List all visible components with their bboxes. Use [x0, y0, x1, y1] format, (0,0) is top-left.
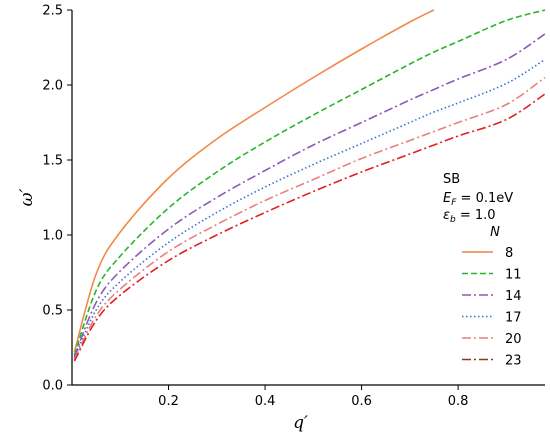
x-tick-label: 0.4 [255, 394, 276, 409]
series-line-N20 [73, 76, 546, 360]
x-tick-label: 0.8 [448, 394, 469, 409]
series-line-N17 [73, 58, 546, 359]
annotation-model: SB [443, 172, 460, 187]
y-tick-label: 0.0 [42, 379, 63, 394]
legend-label-N14: 14 [505, 289, 522, 304]
series-line-N23 [73, 93, 546, 362]
legend-title: N [490, 225, 500, 240]
annotation-fermi-value: = 0.1eV [456, 191, 513, 206]
annotation-fermi-sub: F [451, 198, 457, 208]
y-tick-label: 2.5 [42, 4, 63, 19]
legend-label-N8: 8 [505, 246, 513, 261]
annotation-dielectric: εb = 1.0 [443, 208, 496, 225]
y-tick-label: 1.0 [42, 229, 63, 244]
x-axis-label: q′ [293, 413, 308, 433]
y-tick-label: 0.5 [42, 304, 63, 319]
y-tick-label: 2.0 [42, 79, 63, 94]
x-tick-label: 0.6 [351, 394, 372, 409]
x-tick-label: 0.2 [158, 394, 179, 409]
y-axis-label: ω′ [17, 189, 37, 207]
series-line-N8 [73, 9, 435, 353]
annotation-dielectric-value: = 1.0 [456, 208, 496, 223]
axes: 0.2 0.4 0.6 0.8 0.0 0.5 1.0 1.5 2.0 2.5 q′ ω′ [17, 4, 545, 433]
annotation-fermi-symbol: E [443, 191, 452, 206]
annotation-dielectric-sub: b [450, 215, 456, 225]
annotation-fermi-energy: EF = 0.1eV [443, 191, 513, 208]
series-line-N11 [73, 9, 546, 356]
series-line-N14 [73, 33, 546, 357]
legend-label-N23: 23 [505, 354, 522, 369]
legend-label-N17: 17 [505, 311, 522, 326]
legend-label-N11: 11 [505, 268, 522, 283]
y-tick-label: 1.5 [42, 154, 63, 169]
legend-label-N20: 20 [505, 332, 522, 347]
series-layer [73, 9, 546, 362]
annotation-dielectric-symbol: ε [443, 208, 450, 223]
